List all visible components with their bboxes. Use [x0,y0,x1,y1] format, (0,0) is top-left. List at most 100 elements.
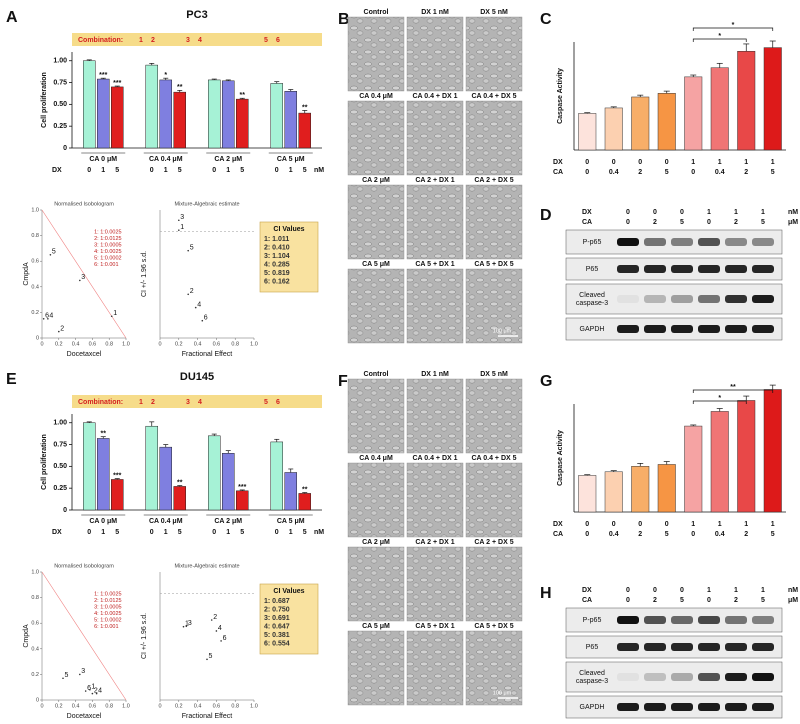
point-label: 1 [185,621,189,628]
ca-value: 0 [626,597,630,604]
dx-label: 0 [638,521,642,528]
y-tick-label: 0.25 [53,485,67,492]
micrograph-label: DX 1 nM [421,9,449,16]
bar [159,79,172,149]
dx-value: 0 [680,587,684,594]
dx-label: 1 [744,521,748,528]
category-label: CA 2 μM [214,156,242,163]
x-tick-label: 0.8 [105,341,113,347]
point-label: 6 [204,315,208,322]
x-tick-label: 1.0 [122,703,130,709]
chart-title: PC3 [186,9,207,21]
dx-value: 1 [734,209,738,216]
blot-band [644,325,666,333]
ca-unit: μM [788,219,798,226]
significance: *** [113,472,121,479]
blot-row-label: GAPDH [580,704,605,711]
banner-text: Combination: [78,399,123,406]
x-tick-label: 0.8 [231,341,239,347]
blot-band [725,643,747,651]
x-tick-label: 0.2 [175,703,183,709]
micrograph [465,184,523,260]
point-label: 3 [81,274,85,281]
point [49,254,52,256]
dx-unit: nM [788,209,798,216]
ci-value: 3: 0.691 [264,615,290,622]
ci-value: 6: 0.162 [264,278,290,285]
point-label: 5 [209,653,213,660]
legend-entry: 1: 1:0.0025 [94,229,122,235]
bar [236,98,249,149]
legend-entry: 1: 1:0.0025 [94,591,122,597]
point [201,319,204,322]
point [58,330,60,333]
ca-row-label: CA [553,531,563,538]
blot-band [752,703,774,711]
point [206,658,208,661]
blot-band [617,673,639,681]
micrograph-label: CA 2 + DX 5 [474,177,513,184]
dx-value: 0 [680,209,684,216]
category-label: CA 0.4 μM [149,518,183,525]
blot-band [644,295,666,303]
series-label: 1 [289,167,293,174]
bar [631,466,650,513]
x-axis-label: Fractional Effect [182,713,233,720]
x-tick-label: 1.0 [250,341,258,347]
blot-row-label: Cleaved [579,292,605,299]
ci-value: 4: 0.647 [264,623,290,630]
ci-value: 3: 1.104 [264,253,290,260]
x-tick-label: 0.2 [55,341,63,347]
series-label: 1 [164,529,168,536]
point [62,677,64,680]
bracket [692,38,747,42]
bar [604,107,623,151]
micrograph-label: CA 2 μM [362,177,390,184]
x-tick-label: 0.4 [72,703,80,709]
blot-band [752,265,774,273]
point [210,619,213,621]
blot-band [698,325,720,333]
point-label: 3 [81,668,85,675]
bar [578,475,597,513]
series-label: 5 [115,529,119,536]
blot-band [671,325,693,333]
legend-entry: 5: 1:0.0002 [94,617,122,623]
ca-label: 0 [691,169,695,176]
banner-number: 2 [151,399,155,406]
ca-label: 2 [744,531,748,538]
point [110,315,113,318]
x-tick-label: 0.4 [194,341,202,347]
banner-number: 2 [151,37,155,44]
blot-band [644,673,666,681]
ca-label: CA [582,219,592,226]
dx-value: 0 [626,587,630,594]
dx-label: 1 [691,159,695,166]
blot-band [752,616,774,624]
dx-label: 1 [771,521,775,528]
blot-band [698,295,720,303]
bar [657,464,676,513]
series-label: 5 [115,167,119,174]
blot-row-label: Cleaved [579,670,605,677]
y-tick-label: 0.8 [31,595,39,601]
significance: * [164,72,167,79]
ci-value: 1: 0.687 [264,598,290,605]
ca-row-label: CA [553,169,563,176]
blot-band [671,703,693,711]
banner-number: 4 [198,399,202,406]
blot-band [671,295,693,303]
x-tick-label: 0.2 [55,703,63,709]
y-tick-label: 0 [36,335,39,341]
point [215,630,218,632]
micrograph-label: CA 5 μM [362,261,390,268]
bar [270,441,283,511]
micrograph-label: CA 5 + DX 1 [415,261,454,268]
blot-band [644,238,666,246]
bar [684,76,703,151]
dx-value: 0 [653,209,657,216]
y-tick-label: 1.00 [53,58,67,65]
blot-band [671,643,693,651]
ci-value: 1: 1.011 [264,236,289,243]
category-label: CA 0 μM [89,156,117,163]
